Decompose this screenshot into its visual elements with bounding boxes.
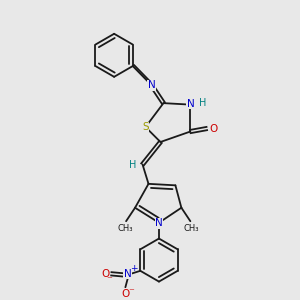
Text: +: + <box>130 264 137 273</box>
Text: O: O <box>209 124 218 134</box>
Text: ⁻: ⁻ <box>128 287 134 297</box>
Text: H: H <box>199 98 207 108</box>
Text: N: N <box>155 218 163 228</box>
Text: CH₃: CH₃ <box>118 224 133 233</box>
Text: H: H <box>129 160 137 170</box>
Text: O: O <box>121 289 130 299</box>
Text: S: S <box>142 122 149 132</box>
Text: N: N <box>187 99 194 109</box>
Text: N: N <box>124 269 132 279</box>
Text: N: N <box>148 80 155 90</box>
Text: ⁻: ⁻ <box>106 275 112 285</box>
Text: O: O <box>101 269 110 279</box>
Text: CH₃: CH₃ <box>183 224 199 233</box>
